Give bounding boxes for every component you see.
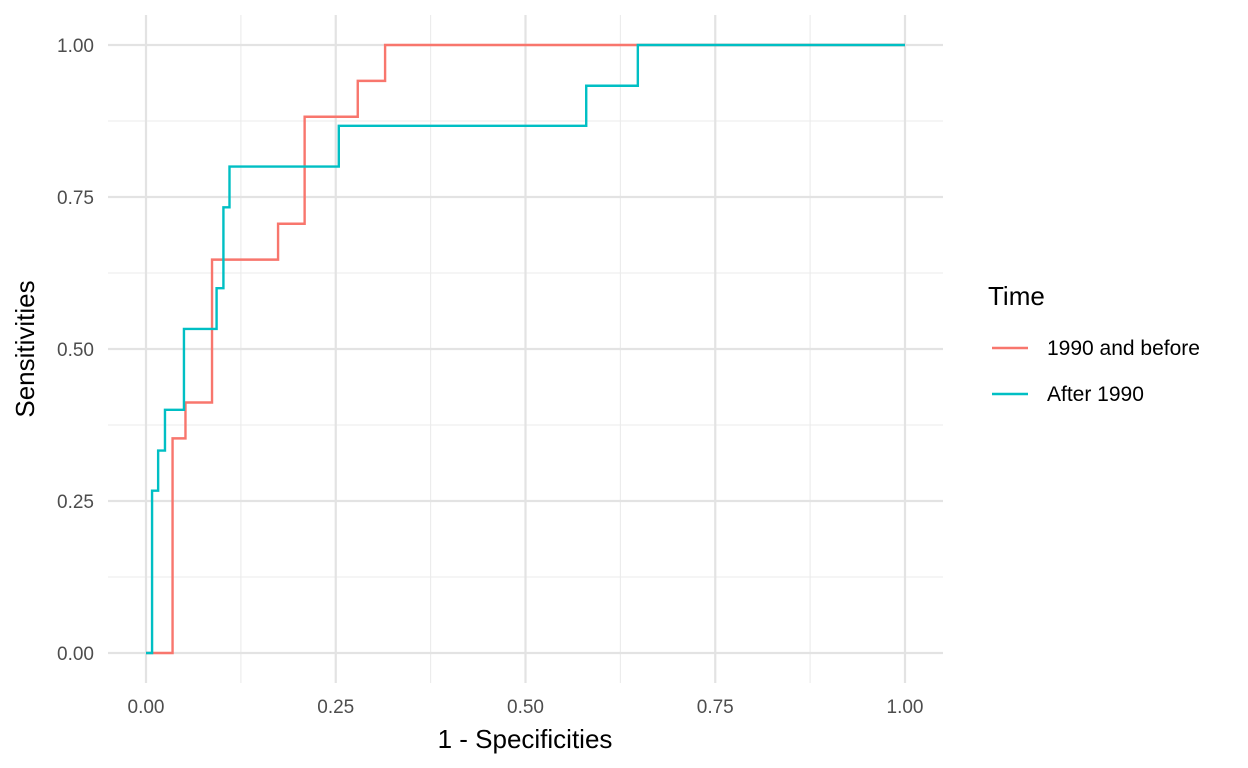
series-line-1 [146, 43, 905, 655]
y-tick-label: 0.00 [57, 644, 94, 665]
x-tick-label: 1.00 [887, 697, 924, 718]
y-tick-label: 0.50 [57, 340, 94, 361]
legend: Time 1990 and before After 1990 [988, 281, 1200, 406]
legend-items: 1990 and before After 1990 [992, 337, 1200, 406]
y-axis-title: Sensitivities [10, 280, 40, 417]
series-line-2 [146, 43, 905, 655]
y-tick-label: 0.25 [57, 492, 94, 513]
y-tick-label: 1.00 [57, 36, 94, 57]
tick-labels: 0.00 0.25 0.50 0.75 1.00 0.00 0.25 0.50 0.75 1.00 [57, 36, 923, 718]
x-tick-label: 0.00 [128, 697, 165, 718]
major-gridlines [108, 15, 943, 683]
x-tick-label: 0.75 [697, 697, 734, 718]
x-tick-label: 0.25 [317, 697, 354, 718]
series-layer [146, 43, 905, 655]
legend-title: Time [988, 281, 1045, 311]
y-tick-label: 0.75 [57, 188, 94, 209]
legend-label-1: 1990 and before [1047, 337, 1200, 360]
x-axis-title: 1 - Specificities [438, 724, 613, 754]
legend-label-2: After 1990 [1047, 383, 1144, 406]
x-tick-label: 0.50 [507, 697, 544, 718]
